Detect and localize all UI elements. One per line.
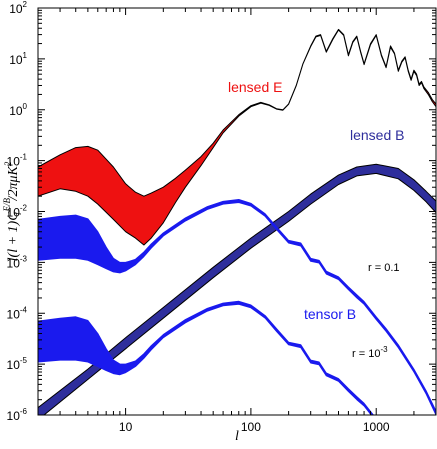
- y-tick-label: 10-1: [7, 153, 28, 169]
- y-tick-label: 10-3: [7, 254, 28, 270]
- y-tick-label: 101: [9, 51, 27, 67]
- annotations: lensed E lensed B tensor B r = 0.1 r = 10-3: [228, 79, 404, 360]
- y-tick-label: 10-4: [7, 305, 28, 321]
- y-tick-label: 10-2: [7, 204, 28, 220]
- series-group: [38, 28, 436, 415]
- lensed-e-band: [38, 28, 436, 246]
- y-tick-label: 10-6: [7, 407, 28, 423]
- y-axis-label: l(l + 1)CE/Bl/2πμK2: [2, 161, 23, 261]
- y-tick-label: 10-5: [7, 356, 28, 372]
- r-high-label: r = 0.1: [368, 262, 400, 274]
- x-axis-label: l: [235, 429, 239, 444]
- lensed-b-label: lensed B: [350, 127, 404, 143]
- tensor-b-r1e-3-band: [38, 300, 374, 415]
- lensed-e-label: lensed E: [228, 79, 282, 95]
- y-tick-label: 100: [9, 102, 27, 118]
- r-low-label: r = 10-3: [352, 345, 388, 360]
- x-tick-label: 100: [241, 420, 261, 434]
- tensor-b-label: tensor B: [304, 306, 356, 322]
- x-tick-label: 1000: [363, 420, 390, 434]
- lensed-b-band: [38, 163, 436, 415]
- tensor-b-r0p1-band: [38, 199, 436, 415]
- axis-ticks: [37, 7, 437, 416]
- x-tick-label: 10: [119, 420, 133, 434]
- axis-labels: 10 100 1000 10-6 10-5 10-4 10-3 10-2 10-1 100 101 1…: [2, 0, 390, 444]
- y-tick-label: 102: [9, 0, 27, 16]
